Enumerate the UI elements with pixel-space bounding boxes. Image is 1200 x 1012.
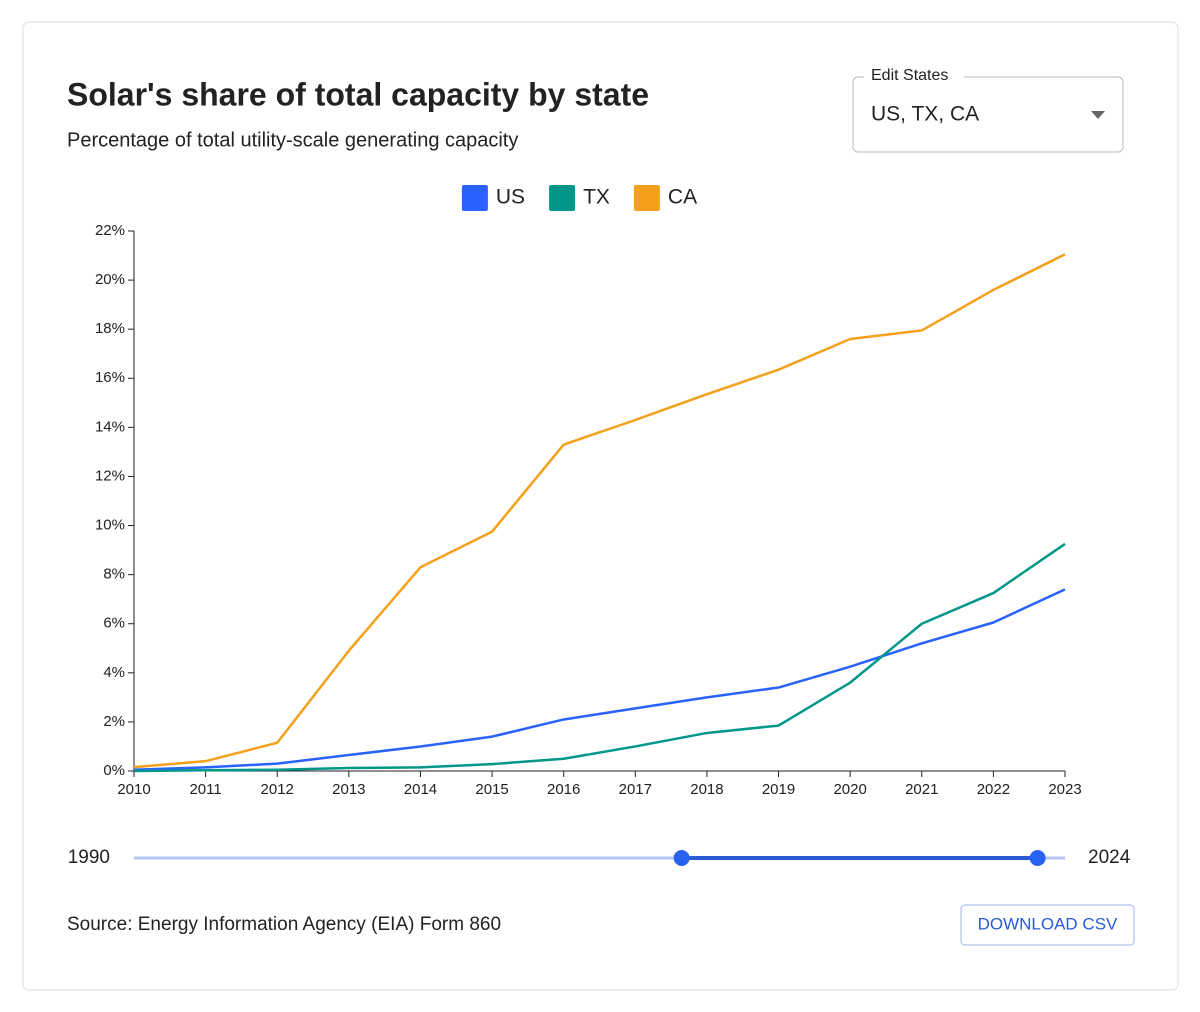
slider-min-label: 1990 <box>68 847 110 868</box>
y-tick-label: 10% <box>95 517 125 534</box>
y-tick-label: 6% <box>103 615 125 632</box>
x-tick-label: 2012 <box>261 781 294 798</box>
y-tick-label: 20% <box>95 271 125 288</box>
source-note: Source: Energy Information Agency (EIA) … <box>67 914 501 935</box>
dropdown-arrow[interactable] <box>1091 111 1105 119</box>
select-label-bg <box>864 68 964 84</box>
y-tick-label: 16% <box>95 369 125 386</box>
y-tick-label: 4% <box>103 664 125 681</box>
y-tick-label: 8% <box>103 566 125 583</box>
x-tick-label: 2018 <box>690 781 723 798</box>
x-tick-label: 2013 <box>332 781 365 798</box>
x-tick-label: 2014 <box>404 781 437 798</box>
chart-subtitle: Percentage of total utility-scale genera… <box>67 129 518 151</box>
x-tick-label: 2021 <box>905 781 938 798</box>
download-button[interactable] <box>960 904 1135 946</box>
legend-swatch <box>633 185 660 211</box>
x-tick-label: 2019 <box>762 781 795 798</box>
slider-max-label: 2024 <box>1088 847 1131 868</box>
x-tick-label: 2017 <box>619 781 652 798</box>
y-tick-label: 2% <box>103 713 125 730</box>
x-tick-label: 2015 <box>475 781 508 798</box>
state-select[interactable]: Edit States US, TX, CA <box>852 67 1124 153</box>
x-tick-label: 2010 <box>117 781 150 798</box>
y-tick-label: 18% <box>95 320 125 337</box>
legend-swatch <box>549 185 576 211</box>
legend-label: TX <box>583 186 610 209</box>
y-tick-label: 14% <box>95 418 125 435</box>
x-tick-label: 2023 <box>1048 781 1081 798</box>
slider-thumb[interactable] <box>673 850 690 866</box>
y-tick-label: 22% <box>95 222 125 239</box>
y-tick-label: 12% <box>95 467 125 484</box>
legend-label: US <box>496 186 525 209</box>
slider-thumb[interactable] <box>1029 850 1046 866</box>
select-label: Edit States <box>871 67 948 84</box>
select-box[interactable] <box>852 76 1124 153</box>
series-line <box>133 542 1066 773</box>
x-tick-label: 2011 <box>189 781 221 798</box>
y-tick-label: 0% <box>103 762 125 779</box>
series-line <box>133 588 1066 772</box>
x-tick-label: 2022 <box>977 781 1010 798</box>
card-border <box>22 21 1179 991</box>
download-button-label[interactable]: DOWNLOAD CSV <box>978 914 1118 933</box>
series-line <box>133 253 1066 769</box>
x-tick-label: 2016 <box>547 781 580 798</box>
x-tick-label: 2020 <box>833 781 866 798</box>
select-value[interactable]: US, TX, CA <box>871 103 979 126</box>
chart-title: Solar's share of total capacity by state <box>67 76 649 112</box>
legend-label: CA <box>668 186 697 209</box>
legend-swatch <box>461 185 488 211</box>
